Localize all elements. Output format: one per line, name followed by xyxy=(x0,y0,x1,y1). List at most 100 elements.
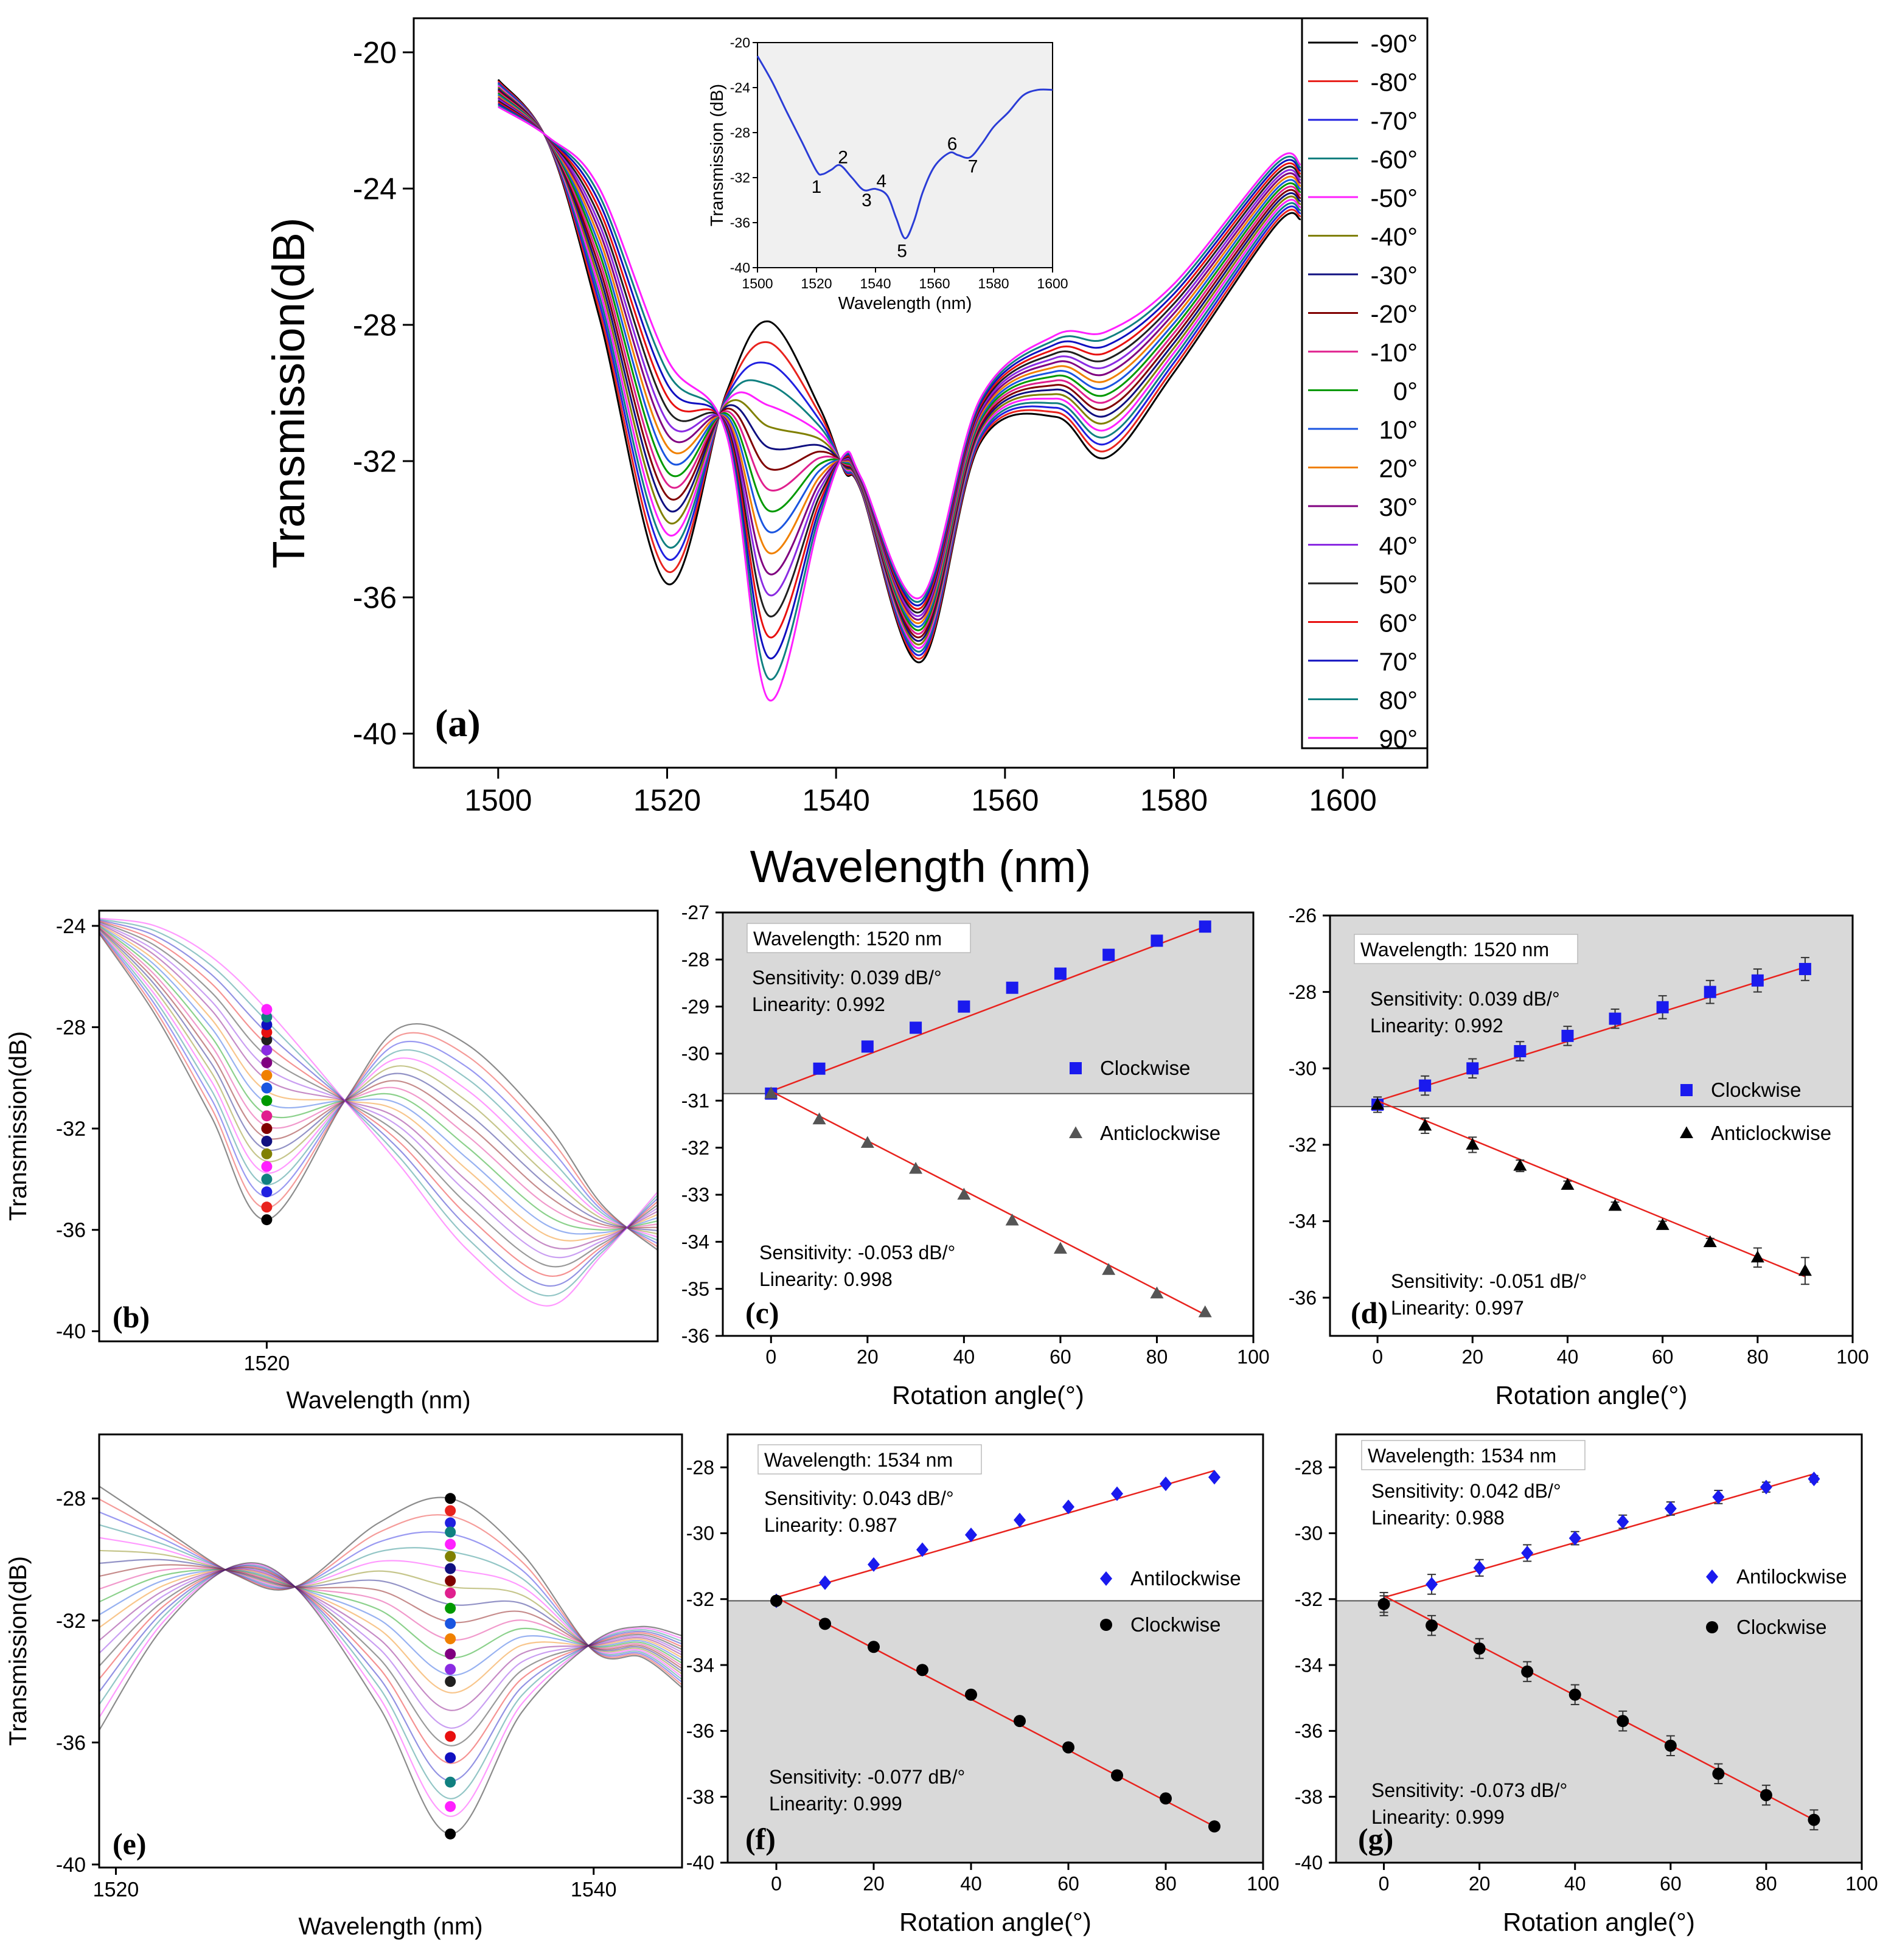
fit-line xyxy=(776,1596,1215,1827)
data-point xyxy=(1070,1062,1082,1074)
data-point xyxy=(261,1201,273,1213)
data-point xyxy=(1706,1569,1718,1584)
x-tick-label: 0 xyxy=(1379,1873,1390,1895)
x-tick-label: 1500 xyxy=(742,276,773,291)
y-tick-label: -20 xyxy=(353,36,397,70)
x-tick-label: 40 xyxy=(1557,1346,1579,1368)
data-point xyxy=(1014,1715,1026,1728)
y-tick-label: -36 xyxy=(730,215,750,231)
data-point xyxy=(261,1011,273,1023)
legend-label: Anticlockwise xyxy=(1711,1122,1831,1144)
fit-line xyxy=(1384,1473,1814,1599)
series-line xyxy=(99,920,658,1268)
x-tick-label: 100 xyxy=(1836,1346,1868,1368)
series-line xyxy=(99,923,658,1242)
series-group xyxy=(99,917,658,1307)
data-point xyxy=(261,1173,273,1185)
y-tick-label: -32 xyxy=(730,170,750,186)
y-tick-label: -36 xyxy=(686,1720,714,1742)
y-tick-label: -26 xyxy=(1289,905,1317,926)
data-point xyxy=(1561,1029,1574,1042)
y-tick-label: -38 xyxy=(686,1786,714,1808)
x-tick-label: 1600 xyxy=(1037,276,1068,291)
series-line xyxy=(99,1569,682,1664)
y-tick-label: -34 xyxy=(681,1231,709,1253)
legend: -90° -80° -70° -60° -50° -40° -30° -20° -10° 0° 10… xyxy=(1301,17,1429,753)
series-line xyxy=(99,1537,682,1678)
legend-label: Clockwise xyxy=(1736,1616,1827,1638)
series-line xyxy=(498,106,1301,702)
data-point xyxy=(445,1563,456,1574)
data-point xyxy=(261,1095,273,1107)
x-tick-label: 60 xyxy=(1660,1873,1682,1895)
legend-label: 10° xyxy=(1379,415,1418,444)
wavelength-label: Wavelength: 1520 nm xyxy=(753,928,942,950)
data-point xyxy=(819,1618,831,1630)
data-point xyxy=(1617,1514,1629,1529)
data-point xyxy=(261,1214,273,1226)
data-point xyxy=(1371,1097,1385,1110)
data-point xyxy=(1377,1597,1390,1610)
y-tick-label: -24 xyxy=(730,80,750,96)
inset-chart: 1500 1520 1540 1560 1580 1600 -40 -36 -32 -28 -24 -… xyxy=(708,35,1068,313)
data-point xyxy=(1005,1214,1019,1226)
data-point xyxy=(261,1186,273,1198)
data-point xyxy=(1798,1263,1812,1276)
x-tick-label: 1520 xyxy=(244,1352,290,1375)
data-point xyxy=(1664,1501,1677,1516)
data-point xyxy=(1656,1001,1669,1013)
series-line xyxy=(99,1549,682,1675)
x-axis-label: Wavelength (nm) xyxy=(298,1913,482,1940)
legend-label: -50° xyxy=(1371,184,1418,212)
data-point xyxy=(445,1587,456,1599)
data-point xyxy=(1418,1119,1432,1131)
x-tick-label: 1600 xyxy=(1309,784,1377,818)
series-line xyxy=(99,918,658,1297)
data-point xyxy=(445,1575,456,1586)
data-point xyxy=(1111,1486,1123,1501)
x-tick-label: 100 xyxy=(1247,1873,1279,1895)
y-tick-label: -36 xyxy=(56,1219,86,1242)
legend-label: -30° xyxy=(1371,261,1418,290)
y-tick-label: -40 xyxy=(56,1854,86,1877)
data-point xyxy=(1160,1792,1172,1805)
x-axis-label: Rotation angle(°) xyxy=(1503,1908,1695,1936)
data-point xyxy=(1473,1642,1486,1655)
data-point xyxy=(860,1136,874,1148)
series-line xyxy=(99,1524,682,1680)
series-line xyxy=(99,1511,682,1683)
data-point xyxy=(1750,1250,1764,1263)
data-point xyxy=(1102,948,1115,961)
data-point xyxy=(909,1161,923,1174)
peak-label: 3 xyxy=(862,190,872,210)
series-line xyxy=(99,917,658,1307)
y-tick-label: -32 xyxy=(1295,1588,1323,1610)
x-tick-label: 60 xyxy=(1057,1873,1079,1895)
y-tick-label: -32 xyxy=(681,1137,709,1159)
legend-label: 40° xyxy=(1379,532,1418,560)
data-point xyxy=(261,1044,273,1056)
x-tick-label: 100 xyxy=(1845,1873,1878,1895)
panel-b: 1520 -40 -36 -32 -28 -24 Wavelength (nm) Transm… xyxy=(5,909,659,1414)
series-line xyxy=(99,1564,682,1669)
series-line xyxy=(99,930,658,1242)
panel-d: 0 20 40 60 80 100 -36 -34 -32 -30 -28 -26 Rotation a… xyxy=(1289,905,1869,1409)
x-tick-label: 20 xyxy=(863,1873,885,1895)
data-point xyxy=(1712,1767,1725,1780)
y-tick-label: -40 xyxy=(1295,1852,1323,1874)
series-line xyxy=(99,922,658,1249)
x-tick-label: 80 xyxy=(1747,1346,1769,1368)
panel-f: 0 20 40 60 80 100 -40 -38 -36 -34 -32 -30 -28 Rotatio… xyxy=(686,1433,1279,1936)
plot-frame xyxy=(98,1433,683,1869)
y-tick-label: -32 xyxy=(56,1610,86,1633)
fit-line xyxy=(1383,1595,1815,1821)
y-tick-label: -34 xyxy=(1289,1211,1317,1232)
y-tick-label: -20 xyxy=(730,35,750,50)
series-line xyxy=(99,1498,682,1686)
data-point xyxy=(1513,1158,1527,1171)
data-point xyxy=(1151,934,1163,947)
data-point xyxy=(445,1538,456,1550)
y-tick-label: -32 xyxy=(1289,1134,1317,1156)
y-tick-label: -32 xyxy=(686,1588,714,1610)
